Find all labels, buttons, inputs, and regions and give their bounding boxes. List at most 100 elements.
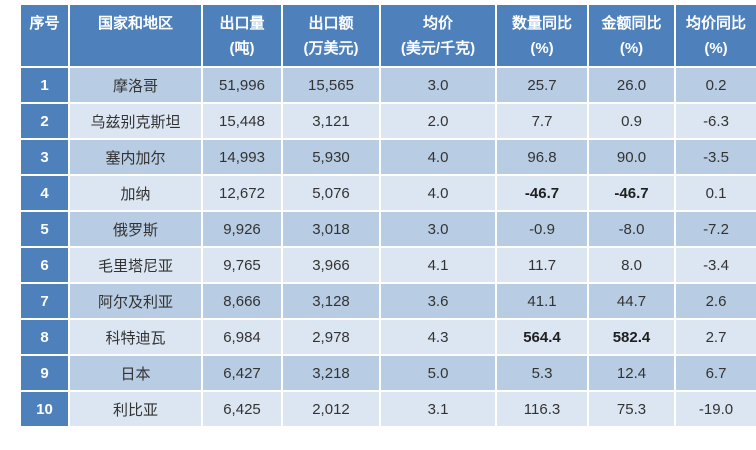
cell-amt-yoy: 582.4	[587, 318, 676, 356]
cell-qty-yoy: 116.3	[495, 390, 589, 428]
table-body: 1 摩洛哥 51,996 15,565 3.0 25.7 26.0 0.2 2 …	[19, 66, 756, 428]
cell-export-volume: 9,765	[201, 246, 283, 284]
cell-avg-price: 2.0	[379, 102, 497, 140]
table-row: 7 阿尔及利亚 8,666 3,128 3.6 41.1 44.7 2.6	[19, 282, 756, 320]
cell-amt-yoy: -8.0	[587, 210, 676, 248]
col-header-amt-yoy-label: 金额同比	[601, 15, 662, 32]
cell-rank: 8	[19, 318, 70, 356]
table-row: 5 俄罗斯 9,926 3,018 3.0 -0.9 -8.0 -7.2	[19, 210, 756, 248]
cell-country: 摩洛哥	[68, 66, 203, 104]
cell-amt-yoy: 44.7	[587, 282, 676, 320]
col-header-rank: 序号	[19, 3, 70, 68]
cell-price-yoy: 0.2	[674, 66, 756, 104]
header-row: 序号 国家和地区 出口量 (吨) 出口额 (万美元) 均价 (美元/千克) 数量…	[19, 3, 756, 68]
col-header-export-volume-unit: (吨)	[229, 40, 255, 57]
col-header-country: 国家和地区	[68, 3, 203, 68]
cell-price-yoy: -3.5	[674, 138, 756, 176]
cell-rank: 6	[19, 246, 70, 284]
cell-qty-yoy: 11.7	[495, 246, 589, 284]
cell-qty-yoy: 564.4	[495, 318, 589, 356]
table-row: 10 利比亚 6,425 2,012 3.1 116.3 75.3 -19.0	[19, 390, 756, 428]
table-row: 8 科特迪瓦 6,984 2,978 4.3 564.4 582.4 2.7	[19, 318, 756, 356]
col-header-avg-price-unit: (美元/千克)	[400, 40, 476, 57]
cell-amt-yoy: 90.0	[587, 138, 676, 176]
cell-qty-yoy: 5.3	[495, 354, 589, 392]
cell-country: 乌兹别克斯坦	[68, 102, 203, 140]
cell-export-value: 2,978	[281, 318, 381, 356]
cell-amt-yoy: 75.3	[587, 390, 676, 428]
cell-export-value: 3,218	[281, 354, 381, 392]
cell-export-value: 5,076	[281, 174, 381, 212]
cell-export-volume: 12,672	[201, 174, 283, 212]
cell-export-volume: 9,926	[201, 210, 283, 248]
cell-price-yoy: 2.6	[674, 282, 756, 320]
table-row: 9 日本 6,427 3,218 5.0 5.3 12.4 6.7	[19, 354, 756, 392]
cell-export-value: 3,966	[281, 246, 381, 284]
cell-export-value: 5,930	[281, 138, 381, 176]
col-header-price-yoy-label: 均价同比	[685, 15, 746, 32]
col-header-price-yoy: 均价同比 (%)	[674, 3, 756, 68]
col-header-avg-price: 均价 (美元/千克)	[379, 3, 497, 68]
table-row: 3 塞内加尔 14,993 5,930 4.0 96.8 90.0 -3.5	[19, 138, 756, 176]
cell-rank: 3	[19, 138, 70, 176]
cell-avg-price: 4.0	[379, 174, 497, 212]
cell-amt-yoy: 12.4	[587, 354, 676, 392]
cell-rank: 5	[19, 210, 70, 248]
cell-export-value: 3,121	[281, 102, 381, 140]
cell-export-value: 15,565	[281, 66, 381, 104]
col-header-export-value-unit: (万美元)	[303, 40, 359, 57]
cell-avg-price: 3.0	[379, 210, 497, 248]
table-row: 4 加纳 12,672 5,076 4.0 -46.7 -46.7 0.1	[19, 174, 756, 212]
cell-export-value: 3,018	[281, 210, 381, 248]
cell-export-value: 2,012	[281, 390, 381, 428]
cell-avg-price: 4.0	[379, 138, 497, 176]
col-header-export-volume-label: 出口量	[219, 15, 265, 32]
table-row: 6 毛里塔尼亚 9,765 3,966 4.1 11.7 8.0 -3.4	[19, 246, 756, 284]
cell-country: 阿尔及利亚	[68, 282, 203, 320]
col-header-qty-yoy: 数量同比 (%)	[495, 3, 589, 68]
cell-country: 利比亚	[68, 390, 203, 428]
cell-price-yoy: 2.7	[674, 318, 756, 356]
cell-country: 加纳	[68, 174, 203, 212]
cell-country: 俄罗斯	[68, 210, 203, 248]
cell-qty-yoy: -0.9	[495, 210, 589, 248]
cell-price-yoy: -3.4	[674, 246, 756, 284]
col-header-export-value-label: 出口额	[308, 15, 354, 32]
cell-rank: 9	[19, 354, 70, 392]
cell-avg-price: 3.1	[379, 390, 497, 428]
cell-qty-yoy: 7.7	[495, 102, 589, 140]
cell-amt-yoy: 26.0	[587, 66, 676, 104]
cell-qty-yoy: -46.7	[495, 174, 589, 212]
cell-export-value: 3,128	[281, 282, 381, 320]
table-header: 序号 国家和地区 出口量 (吨) 出口额 (万美元) 均价 (美元/千克) 数量…	[19, 3, 756, 68]
table-row: 2 乌兹别克斯坦 15,448 3,121 2.0 7.7 0.9 -6.3	[19, 102, 756, 140]
cell-avg-price: 3.0	[379, 66, 497, 104]
cell-avg-price: 4.1	[379, 246, 497, 284]
col-header-export-value: 出口额 (万美元)	[281, 3, 381, 68]
col-header-price-yoy-unit: (%)	[704, 40, 728, 57]
cell-export-volume: 14,993	[201, 138, 283, 176]
cell-export-volume: 15,448	[201, 102, 283, 140]
col-header-qty-yoy-label: 数量同比	[511, 15, 572, 32]
cell-rank: 7	[19, 282, 70, 320]
cell-price-yoy: -6.3	[674, 102, 756, 140]
cell-rank: 2	[19, 102, 70, 140]
col-header-amt-yoy-unit: (%)	[619, 40, 644, 57]
cell-export-volume: 6,425	[201, 390, 283, 428]
col-header-amt-yoy: 金额同比 (%)	[587, 3, 676, 68]
cell-avg-price: 4.3	[379, 318, 497, 356]
col-header-country-unit	[71, 36, 200, 61]
table-row: 1 摩洛哥 51,996 15,565 3.0 25.7 26.0 0.2	[19, 66, 756, 104]
cell-price-yoy: 6.7	[674, 354, 756, 392]
cell-avg-price: 5.0	[379, 354, 497, 392]
cell-country: 科特迪瓦	[68, 318, 203, 356]
cell-rank: 1	[19, 66, 70, 104]
cell-export-volume: 6,427	[201, 354, 283, 392]
cell-price-yoy: -7.2	[674, 210, 756, 248]
cell-qty-yoy: 25.7	[495, 66, 589, 104]
cell-qty-yoy: 96.8	[495, 138, 589, 176]
cell-country: 日本	[68, 354, 203, 392]
col-header-qty-yoy-unit: (%)	[530, 40, 554, 57]
cell-rank: 10	[19, 390, 70, 428]
col-header-avg-price-label: 均价	[422, 15, 453, 32]
